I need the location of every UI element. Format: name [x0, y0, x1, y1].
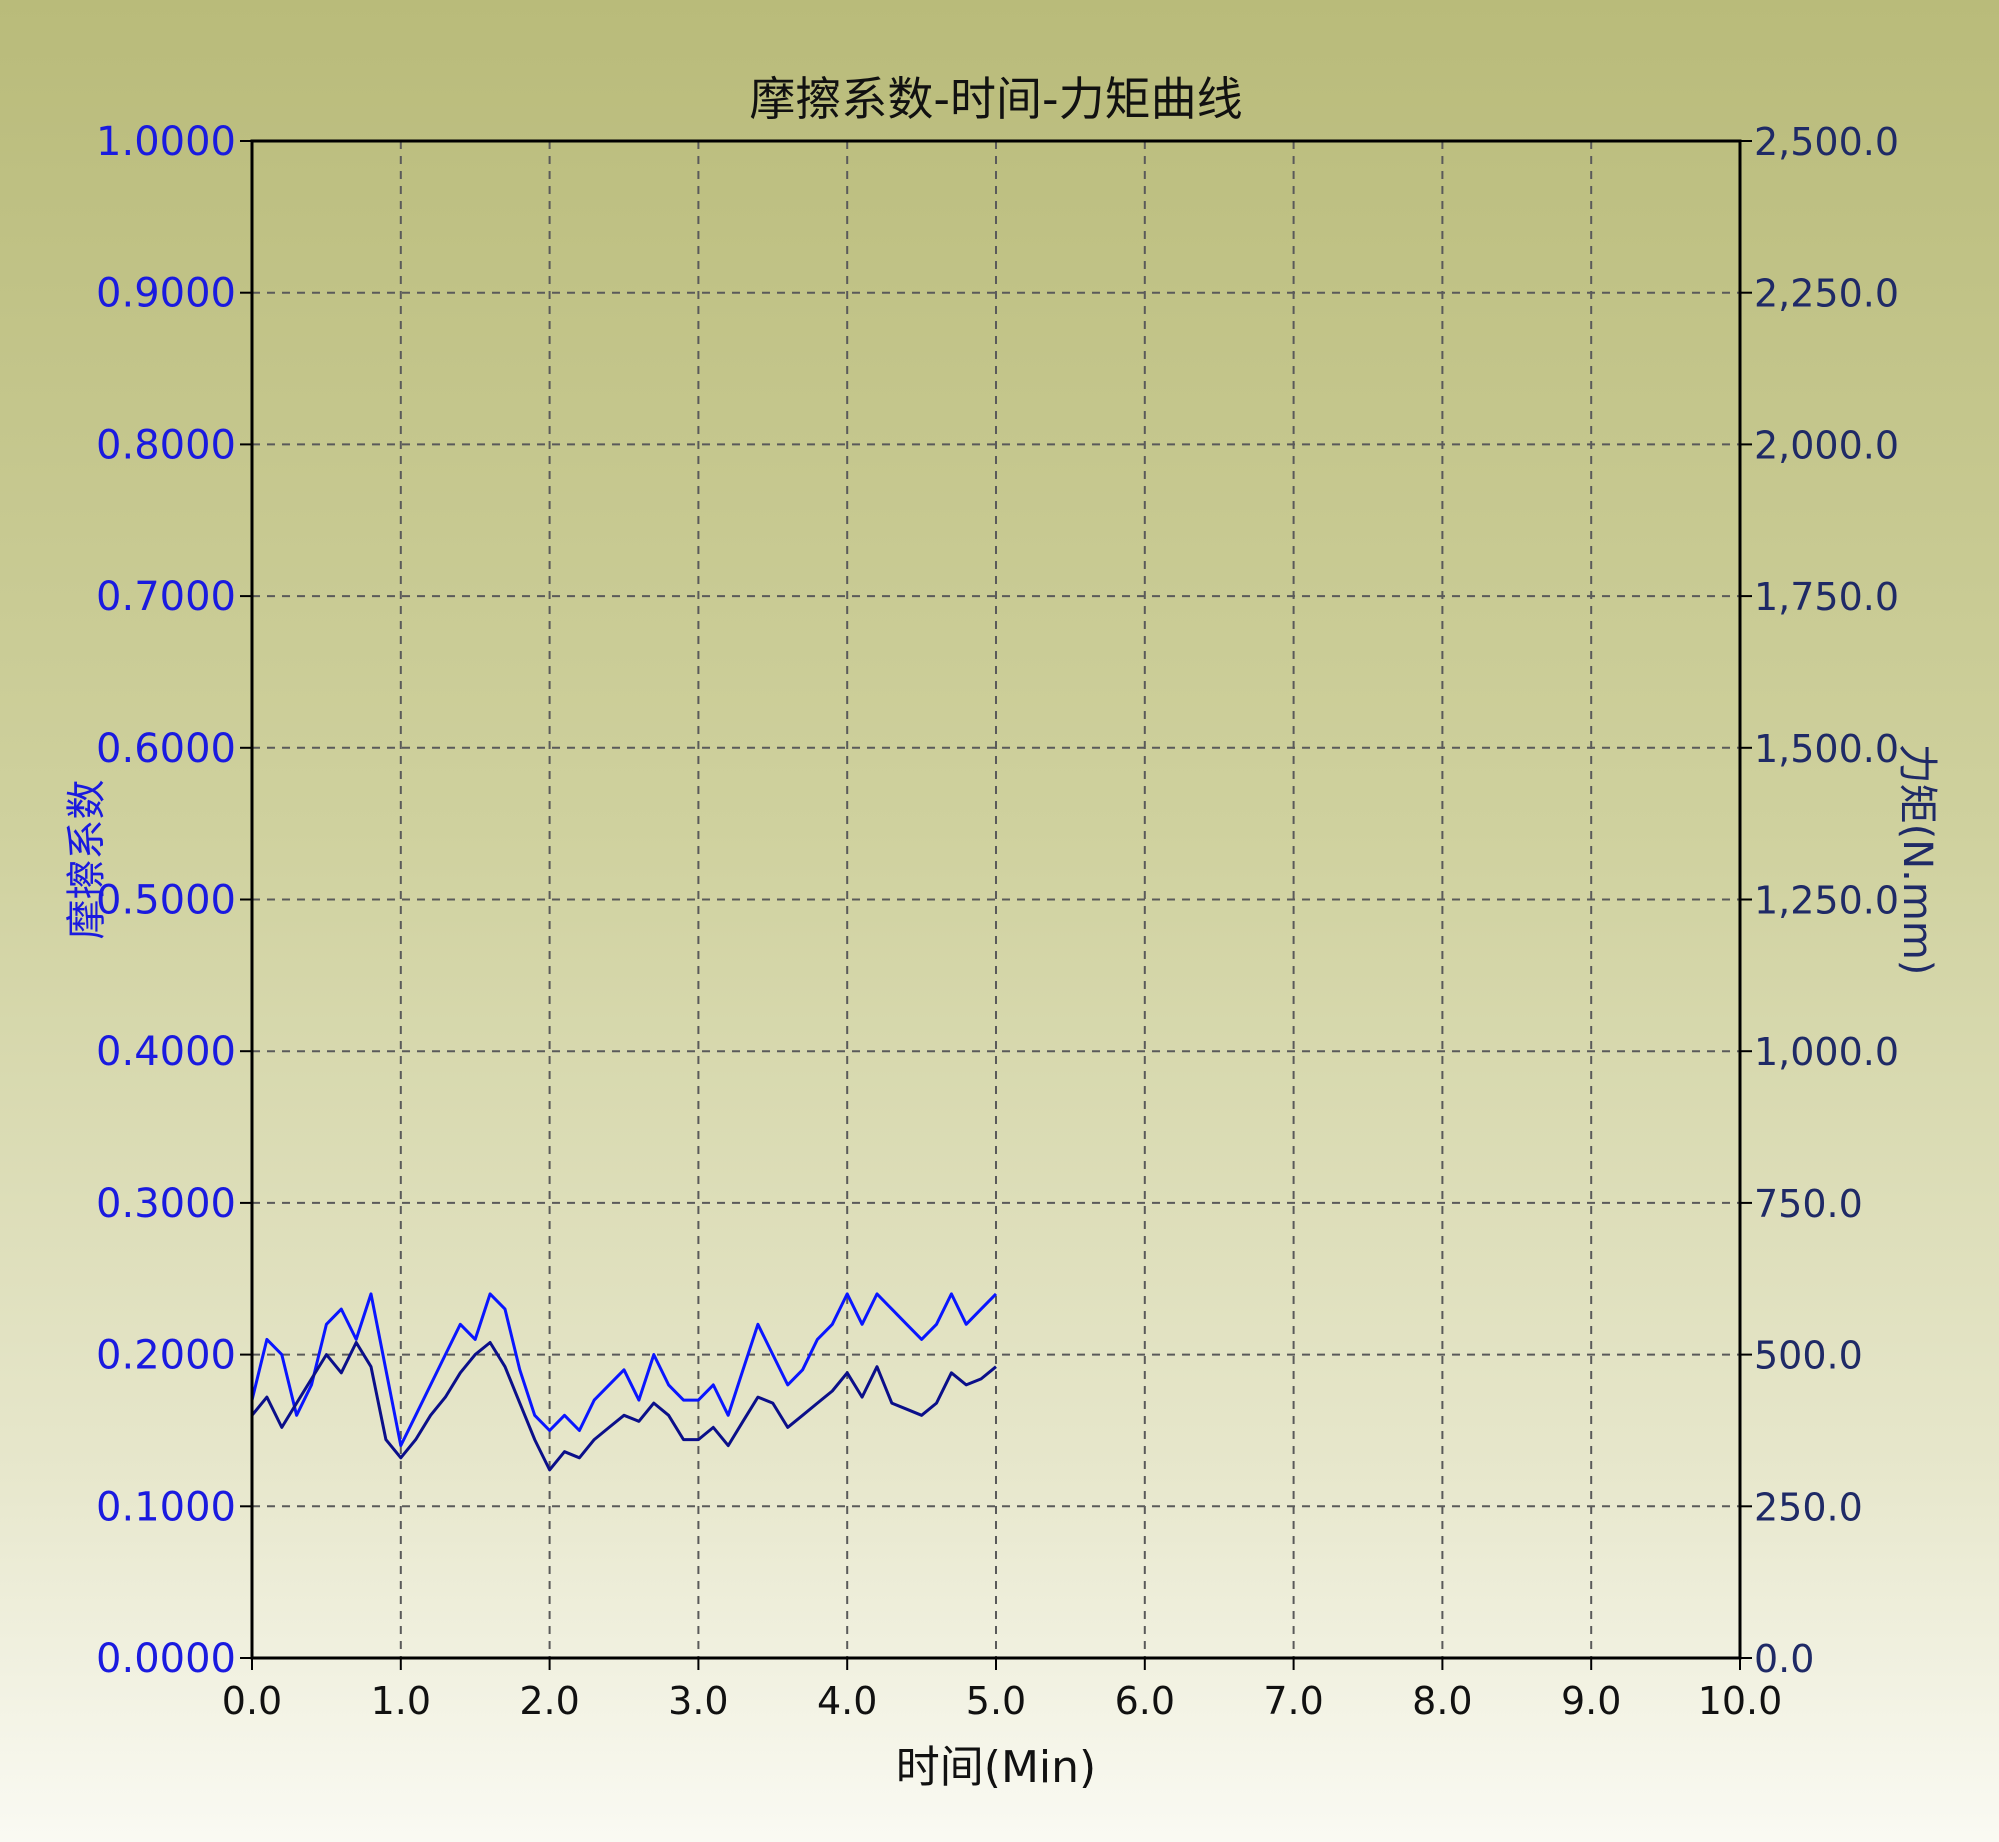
y-right-tick-label: 2,250.0 [1754, 272, 1899, 316]
y-right-axis-label: 力矩(N.mm) [1894, 744, 1940, 976]
y-right-tick-label: 1,000.0 [1754, 1030, 1899, 1074]
x-tick-label: 0.0 [222, 1679, 282, 1723]
y-right-tick-label: 750.0 [1754, 1182, 1863, 1226]
x-tick-label: 3.0 [668, 1679, 728, 1723]
y-left-tick-label: 0.3000 [96, 1181, 236, 1227]
y-right-tick-label: 2,000.0 [1754, 423, 1899, 467]
y-right-tick-label: 1,250.0 [1754, 879, 1899, 923]
x-tick-label: 8.0 [1412, 1679, 1472, 1723]
y-right-tick-label: 0.0 [1754, 1637, 1814, 1681]
y-left-tick-label: 0.0000 [96, 1636, 236, 1682]
series-line-2 [250, 1341, 997, 1472]
x-tick-label: 9.0 [1561, 1679, 1621, 1723]
x-tick-label: 7.0 [1263, 1679, 1323, 1723]
y-left-tick-label: 0.2000 [96, 1333, 236, 1379]
x-axis-label: 时间(Min) [896, 1742, 1096, 1793]
y-right-tick-label: 1,750.0 [1754, 575, 1899, 619]
y-right-tick-label: 250.0 [1754, 1485, 1863, 1529]
y-left-tick-label: 0.9000 [96, 271, 236, 317]
grid [252, 141, 1740, 1658]
y-left-tick-label: 0.4000 [96, 1029, 236, 1075]
x-tick-label: 5.0 [966, 1679, 1026, 1723]
y-right-tick-label: 2,500.0 [1754, 120, 1899, 164]
x-tick-label: 2.0 [519, 1679, 579, 1723]
chart-title: 摩擦系数-时间-力矩曲线 [749, 72, 1242, 126]
x-tick-label: 1.0 [371, 1679, 431, 1723]
y-right-tick-label: 1,500.0 [1754, 727, 1899, 771]
series-layer [250, 1292, 998, 1472]
y-left-tick-label: 0.7000 [96, 574, 236, 620]
y-left-tick-label: 1.0000 [96, 119, 236, 165]
x-tick-label: 6.0 [1115, 1679, 1175, 1723]
series-line-1 [250, 1292, 998, 1448]
y-left-tick-label: 0.8000 [96, 422, 236, 468]
x-tick-label: 4.0 [817, 1679, 877, 1723]
y-right-tick-label: 500.0 [1754, 1334, 1863, 1378]
y-left-tick-label: 0.1000 [96, 1484, 236, 1530]
x-tick-label: 10.0 [1698, 1679, 1783, 1723]
y-left-tick-label: 0.5000 [96, 878, 236, 924]
y-left-axis-label: 摩擦系数 [64, 780, 110, 940]
tick-labels: 0.0 1.0 2.0 3.0 4.0 5.0 6.0 7.0 8.0 9.0 10.0 0.0000… [96, 119, 1899, 1723]
y-left-tick-label: 0.6000 [96, 726, 236, 772]
